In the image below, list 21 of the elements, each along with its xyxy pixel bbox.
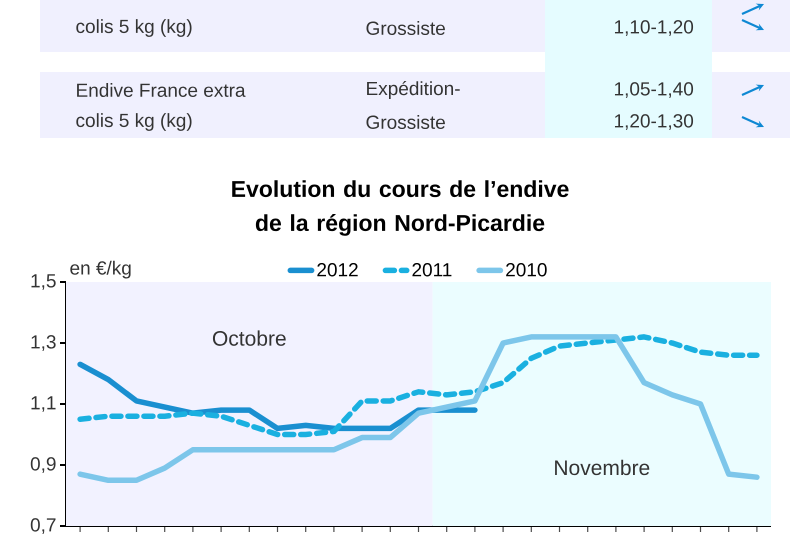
text: Endive France extra: [77, 83, 246, 97]
y-tick-label: 0,9: [30, 457, 56, 473]
text: Grossiste: [366, 115, 445, 129]
legend-label: 2010: [506, 263, 547, 276]
text: colis 5 kg (kg): [76, 19, 192, 37]
text: colis 5 kg (kg): [76, 113, 192, 131]
legend-label: 2011: [412, 263, 452, 276]
text: Grossiste: [366, 21, 445, 35]
chart-title: Evolution du cours de l’endive de la région Nord-Picardie: [232, 180, 569, 236]
y-tick-label: 1,3: [32, 335, 56, 351]
text: 1,05-1,40: [614, 82, 694, 98]
annotation: Octobre: [212, 330, 286, 346]
y-tick-label: 0,7: [30, 518, 56, 534]
text: 1,10-1,20: [614, 20, 694, 36]
legend-label: 2012: [317, 263, 358, 276]
y-tick-label: 1,1: [32, 396, 56, 412]
text: Expédition-: [367, 81, 460, 99]
y-tick-label: 1,5: [32, 274, 56, 290]
annotation: Novembre: [555, 460, 650, 476]
y-axis-title: en €/kg: [70, 260, 131, 278]
text: 1,20-1,30: [614, 114, 694, 130]
